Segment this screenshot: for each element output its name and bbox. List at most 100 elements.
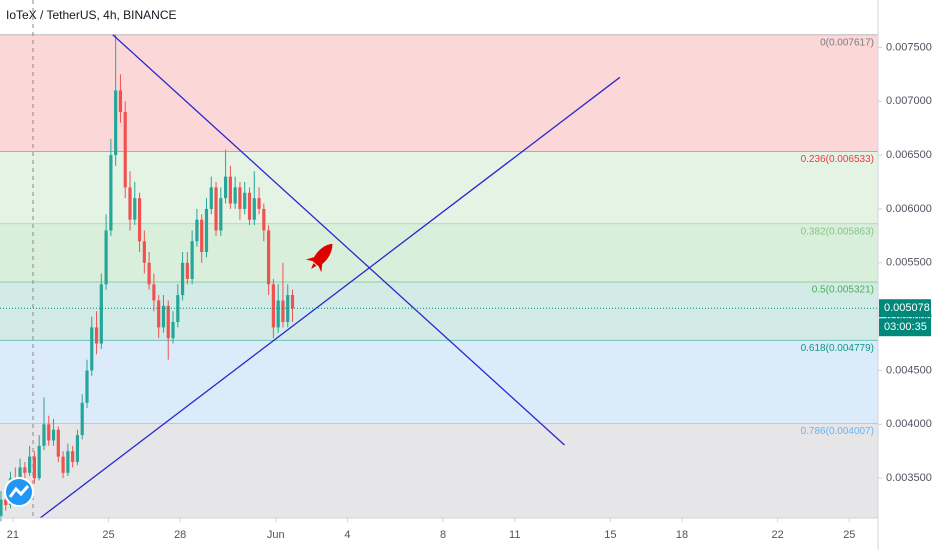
candle-body: [90, 327, 94, 371]
candle-body: [123, 112, 127, 188]
x-tick-label: 11: [509, 529, 520, 541]
candle-body: [257, 198, 261, 209]
candle-body: [180, 262, 185, 296]
y-tick-label: 0.004500: [886, 364, 932, 376]
candle-body: [252, 198, 256, 220]
fib-level-label: 0.382(0.005863): [801, 226, 874, 237]
candle-body: [247, 192, 252, 220]
candle-body: [109, 155, 113, 231]
overlay: 0(0.007617) 0.236(0.006533) 0.382(0.005863…: [0, 34, 878, 522]
candle-body: [114, 90, 118, 156]
candle-body: [219, 198, 223, 231]
candle-body: [137, 198, 142, 242]
candle-body: [56, 429, 60, 457]
y-tick-label: 0.005500: [886, 257, 932, 269]
candle-body: [223, 176, 228, 199]
plot-area: [0, 34, 878, 518]
candle-body: [204, 208, 209, 252]
candle-body: [290, 295, 295, 309]
x-tick-label: 21: [7, 529, 19, 541]
x-tick-label: 25: [843, 529, 855, 541]
fib-zone: [0, 151, 878, 224]
fib-level-label: 0.618(0.004779): [801, 343, 874, 354]
candle-body: [94, 327, 99, 344]
y-tick-label: 0.004000: [886, 418, 932, 430]
fib-level-label: 0.5(0.005321): [812, 285, 874, 296]
candle-body: [228, 176, 232, 204]
candle-body: [152, 284, 156, 301]
y-tick-label: 0.007000: [886, 95, 932, 107]
trend-line: [39, 76, 621, 519]
x-tick-label: Jun: [267, 529, 285, 541]
y-tick-label: 0.006500: [886, 149, 932, 161]
candle-body: [286, 295, 290, 322]
candle-body: [133, 198, 137, 220]
candle-body: [80, 402, 84, 436]
candle-body: [281, 300, 285, 322]
x-tick-label: 18: [676, 529, 688, 541]
candle-body: [200, 219, 204, 252]
candle-body: [104, 230, 108, 285]
candle-body: [85, 370, 89, 403]
candle-body: [190, 241, 194, 279]
candle-body: [71, 451, 75, 462]
candle-body: [66, 451, 70, 473]
candle-body: [161, 305, 166, 328]
fib-level-label: 0.236(0.006533): [801, 154, 874, 165]
candle-body: [209, 187, 213, 209]
candle-body: [18, 467, 22, 484]
candle-body: [171, 322, 175, 339]
chart-title: IoTeX / TetherUS, 4h, BINANCE: [6, 8, 177, 22]
last-price-tag: [879, 299, 931, 318]
y-tick-label: 0.003500: [886, 472, 932, 484]
candle-body: [238, 187, 242, 209]
candle-body: [37, 445, 41, 479]
candle-body: [147, 262, 151, 285]
candle-body: [28, 456, 32, 473]
fib-zone: [0, 340, 878, 424]
last-price-label: 0.005078: [884, 302, 930, 314]
candle-body: [128, 187, 132, 220]
candle-body: [157, 300, 161, 328]
countdown-tag: [879, 318, 931, 337]
candle-body: [271, 284, 275, 328]
trend-line: [112, 34, 565, 446]
candle-body: [195, 219, 199, 242]
candle-body: [4, 499, 8, 506]
candle-body: [32, 456, 37, 479]
candle-body: [243, 192, 247, 209]
candle-body: [185, 262, 189, 279]
candle-body: [99, 284, 103, 344]
candle-body: [276, 300, 280, 328]
candle-body: [262, 208, 266, 231]
candle-body: [267, 230, 271, 285]
fib-zone: [0, 223, 878, 283]
fib-level-label: 0(0.007617): [820, 37, 874, 48]
candle-body: [42, 424, 46, 446]
candle-body: [142, 241, 146, 263]
fib-level-label: 0.786(0.004007): [801, 426, 874, 437]
fib-zone: [0, 423, 878, 518]
candle-body: [118, 90, 123, 112]
candle-body: [61, 456, 65, 473]
logo[interactable]: [4, 477, 34, 507]
candle-body: [214, 187, 218, 231]
x-tick-label: 28: [174, 529, 186, 541]
x-tick-label: 4: [344, 529, 350, 541]
candle-body: [0, 499, 3, 516]
countdown-label: 03:00:35: [884, 321, 927, 333]
y-tick-label: 0.007500: [886, 41, 932, 53]
candle-body: [23, 467, 27, 473]
candle-body: [75, 435, 80, 462]
fib-zone: [0, 34, 878, 152]
x-tick-label: 25: [102, 529, 114, 541]
x-tick-label: 15: [604, 529, 616, 541]
x-tick-label: 22: [772, 529, 784, 541]
candle-body: [166, 305, 170, 339]
y-tick-label: 0.006000: [886, 203, 932, 215]
candle-body: [51, 429, 56, 441]
candle-body: [47, 424, 51, 441]
candle-body: [233, 187, 237, 204]
rocket-icon: [305, 243, 333, 273]
